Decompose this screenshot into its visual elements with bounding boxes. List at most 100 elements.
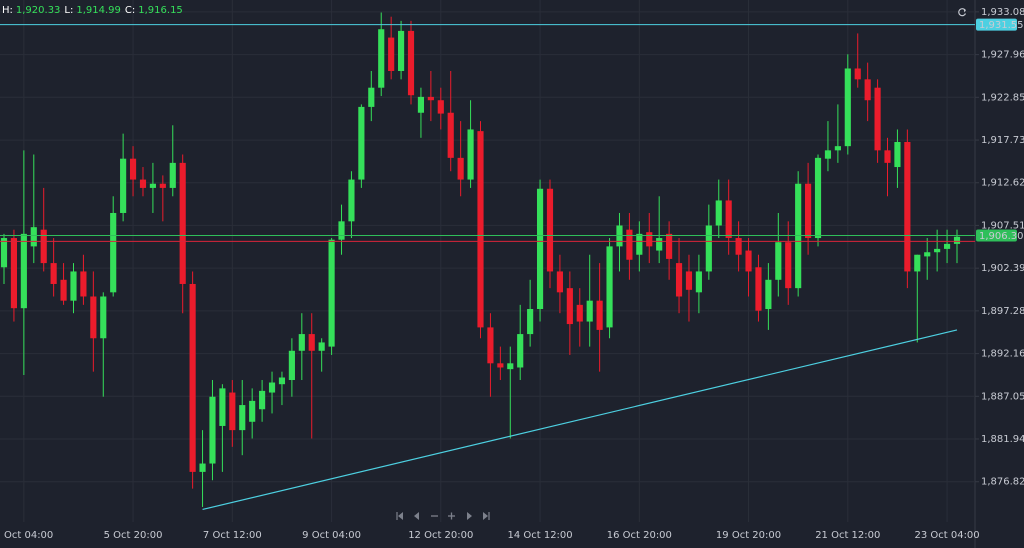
candle-body <box>219 388 226 426</box>
candle-body <box>914 254 921 272</box>
candle-body <box>626 229 633 260</box>
candle-body <box>100 296 107 339</box>
candle-body <box>328 239 335 347</box>
candle-body <box>874 87 881 151</box>
nav-icon <box>398 512 403 520</box>
candle-body <box>675 263 683 297</box>
candle-body <box>417 96 425 113</box>
candle-body <box>348 179 355 222</box>
candle-body <box>159 183 166 188</box>
candle-body <box>437 100 444 114</box>
price-level-label: 1,931.55 <box>979 20 1024 31</box>
y-tick-label: 1,907.51 <box>981 220 1024 231</box>
x-tick-label: 21 Oct 12:00 <box>815 530 880 541</box>
candle-body <box>745 250 752 272</box>
candle-body <box>358 106 365 180</box>
ohlc-value: 1,916.15 <box>138 5 183 16</box>
nav-prev[interactable] <box>414 512 419 520</box>
candle-body <box>586 300 593 322</box>
candle-body <box>924 252 931 257</box>
nav-icon <box>414 512 419 520</box>
y-tick-label: 1,881.94 <box>981 434 1024 445</box>
x-tick-label: 19 Oct 20:00 <box>716 530 781 541</box>
overlays <box>0 24 975 511</box>
x-tick-label: 14 Oct 12:00 <box>507 530 572 541</box>
candle-body <box>457 157 464 180</box>
y-tick-label: 1,897.28 <box>981 306 1024 317</box>
y-tick-label: 1,917.73 <box>981 135 1024 146</box>
candle-body <box>378 29 385 88</box>
candle-body <box>636 233 643 255</box>
refresh-button[interactable] <box>958 8 967 17</box>
ohlc-value: 1,920.33 <box>16 5 61 16</box>
candle-body <box>169 162 176 188</box>
y-tick-label: 1,876.82 <box>981 477 1024 488</box>
candle-body <box>398 30 405 71</box>
ohlc-value: 1,914.99 <box>76 5 121 16</box>
candle-body <box>407 30 415 96</box>
candle-body <box>934 248 941 253</box>
candle-body <box>60 279 67 301</box>
candle-body <box>10 238 18 309</box>
nav-first[interactable] <box>396 512 403 520</box>
candle-body <box>666 233 673 259</box>
x-tick-label: 23 Oct 04:00 <box>914 530 979 541</box>
price-level-label: 1,906.30 <box>979 231 1024 242</box>
candle-body <box>189 283 196 472</box>
candle-body <box>904 141 911 272</box>
candle-body <box>467 129 474 180</box>
candle-body <box>715 200 722 226</box>
candle-body <box>30 227 37 247</box>
x-tick-label: 12 Oct 20:00 <box>408 530 473 541</box>
candle-body <box>447 112 454 158</box>
candle-body <box>805 183 812 239</box>
candle-body <box>0 238 8 268</box>
candle-body <box>298 334 305 351</box>
candle-body <box>546 188 554 272</box>
candle-body <box>943 243 951 249</box>
candle-body <box>814 157 822 239</box>
candle-body <box>80 271 87 297</box>
candle-body <box>606 246 613 328</box>
candle-body <box>775 242 782 280</box>
candle-body <box>318 342 325 351</box>
x-tick-label: 5 Oct 20:00 <box>104 530 163 541</box>
candle-body <box>120 158 127 213</box>
candle-body <box>149 183 156 188</box>
y-tick-label: 1,892.16 <box>981 349 1024 360</box>
y-tick-label: 1,922.85 <box>981 92 1024 103</box>
price-level-box <box>976 18 1017 31</box>
candle-body <box>824 150 832 159</box>
candle-body <box>765 279 772 310</box>
nav-zoom-in[interactable] <box>448 512 455 520</box>
candle-body <box>953 236 961 244</box>
candle-body <box>268 382 276 393</box>
navigation <box>396 512 490 520</box>
candle-body <box>725 200 732 239</box>
candle-body <box>308 334 315 351</box>
y-tick-label: 1,912.62 <box>981 178 1024 189</box>
nav-next[interactable] <box>467 512 472 520</box>
x-tick-label: 9 Oct 04:00 <box>302 530 361 541</box>
candle-body <box>864 79 871 101</box>
candle-body <box>427 96 434 101</box>
candle-body <box>139 179 147 188</box>
candle-body <box>129 158 137 180</box>
candle-body <box>646 232 653 247</box>
candle-body <box>834 146 841 151</box>
nav-icon <box>483 512 488 520</box>
nav-last[interactable] <box>483 512 490 520</box>
candle-body <box>536 188 544 310</box>
price-level-box <box>976 229 1017 242</box>
candle-body <box>735 238 742 255</box>
candle-body <box>259 390 266 410</box>
candle-body <box>70 271 77 301</box>
candle-body <box>40 229 47 264</box>
x-tick-label: 16 Oct 20:00 <box>607 530 672 541</box>
candle-body <box>596 300 603 330</box>
candle-body <box>487 327 494 364</box>
nav-icon <box>467 512 472 520</box>
trendline <box>202 329 958 511</box>
